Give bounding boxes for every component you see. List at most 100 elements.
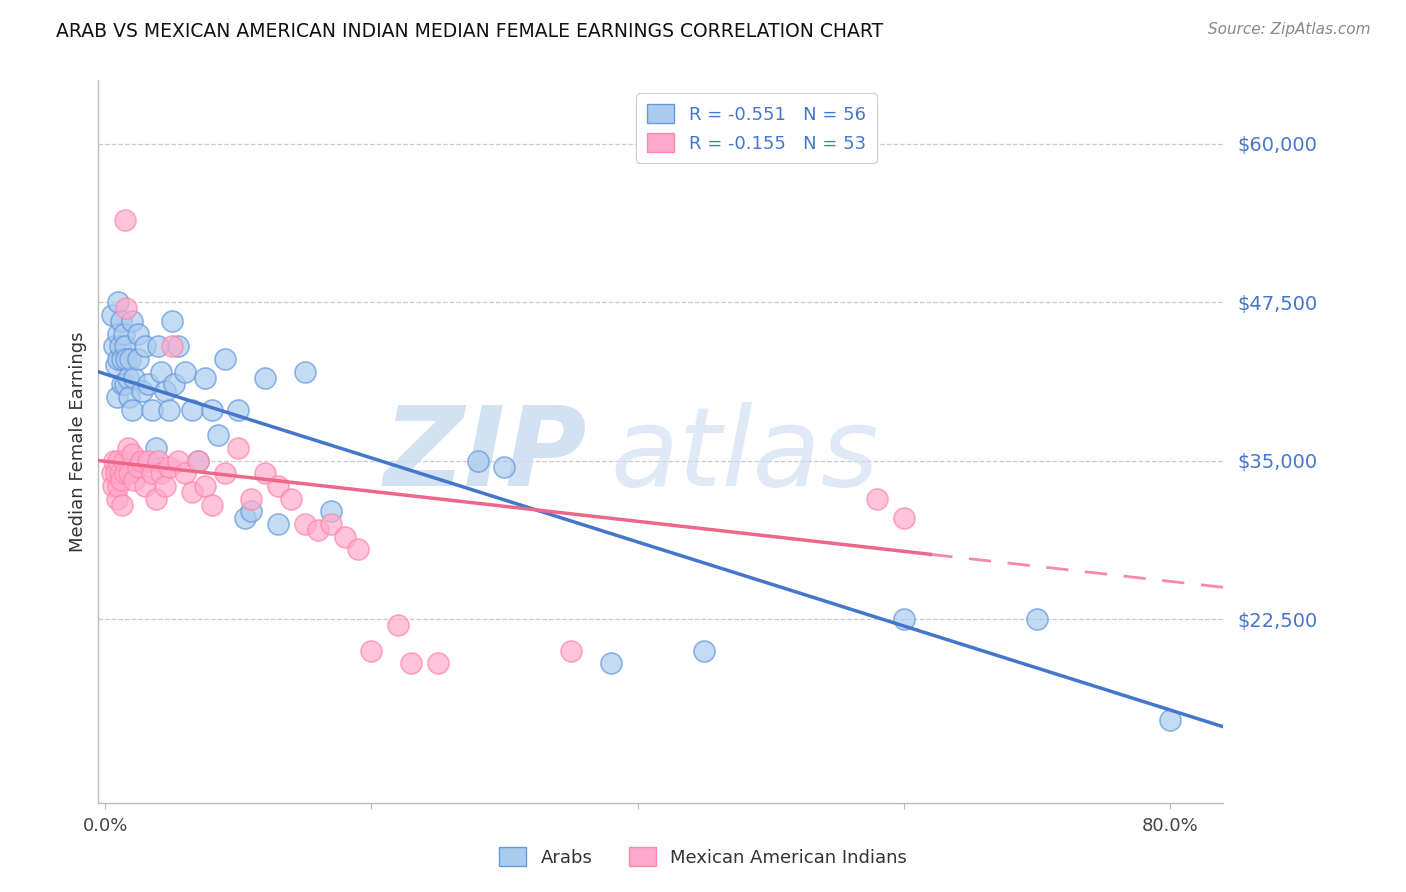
Point <box>214 352 236 367</box>
Point <box>1025 612 1047 626</box>
Point <box>207 428 229 442</box>
Point <box>167 339 190 353</box>
Point <box>253 467 276 481</box>
Point <box>307 523 329 537</box>
Point <box>321 516 343 531</box>
Point <box>149 467 172 481</box>
Point <box>117 371 139 385</box>
Point <box>321 504 343 518</box>
Point <box>187 453 209 467</box>
Point <box>267 479 290 493</box>
Point <box>111 352 134 367</box>
Point <box>136 453 159 467</box>
Point <box>141 467 163 481</box>
Text: Source: ZipAtlas.com: Source: ZipAtlas.com <box>1208 22 1371 37</box>
Point <box>124 371 146 385</box>
Point <box>103 453 125 467</box>
Point <box>148 339 170 353</box>
Point <box>148 453 170 467</box>
Point <box>108 339 131 353</box>
Point <box>114 339 136 353</box>
Point <box>117 441 139 455</box>
Point <box>100 467 122 481</box>
Point <box>103 339 125 353</box>
Point <box>134 479 156 493</box>
Point <box>115 301 138 316</box>
Point <box>157 402 180 417</box>
Point <box>174 365 197 379</box>
Point <box>114 377 136 392</box>
Point <box>494 459 516 474</box>
Point <box>115 352 138 367</box>
Point <box>136 377 159 392</box>
Legend: Arabs, Mexican American Indians: Arabs, Mexican American Indians <box>492 840 914 874</box>
Point <box>127 326 149 341</box>
Point <box>127 352 149 367</box>
Point <box>104 359 127 373</box>
Text: ARAB VS MEXICAN AMERICAN INDIAN MEDIAN FEMALE EARNINGS CORRELATION CHART: ARAB VS MEXICAN AMERICAN INDIAN MEDIAN F… <box>56 22 883 41</box>
Legend: R = -0.551   N = 56, R = -0.155   N = 53: R = -0.551 N = 56, R = -0.155 N = 53 <box>637 93 877 163</box>
Point <box>108 467 131 481</box>
Point <box>107 453 129 467</box>
Point <box>387 618 409 632</box>
Point <box>560 643 582 657</box>
Point <box>110 473 132 487</box>
Point <box>107 352 129 367</box>
Point <box>104 467 127 481</box>
Point <box>194 371 217 385</box>
Point <box>112 453 135 467</box>
Point <box>226 402 249 417</box>
Point <box>131 384 153 398</box>
Point <box>127 459 149 474</box>
Point <box>267 516 290 531</box>
Point <box>118 390 141 404</box>
Point <box>145 441 167 455</box>
Point <box>167 453 190 467</box>
Y-axis label: Median Female Earnings: Median Female Earnings <box>69 331 87 552</box>
Point <box>280 491 302 506</box>
Point <box>180 485 202 500</box>
Point <box>1159 714 1181 728</box>
Point <box>893 510 915 524</box>
Point <box>112 326 135 341</box>
Point <box>240 504 263 518</box>
Point <box>187 453 209 467</box>
Point <box>200 402 222 417</box>
Point <box>214 467 236 481</box>
Point <box>105 390 128 404</box>
Point <box>226 441 249 455</box>
Point <box>599 657 621 671</box>
Point <box>124 473 146 487</box>
Point <box>107 479 129 493</box>
Point <box>893 612 915 626</box>
Point <box>114 212 136 227</box>
Point <box>399 657 422 671</box>
Point <box>163 377 186 392</box>
Point <box>347 542 370 557</box>
Text: atlas: atlas <box>610 402 879 509</box>
Point <box>157 459 180 474</box>
Point <box>107 326 129 341</box>
Point <box>100 308 122 322</box>
Text: ZIP: ZIP <box>384 402 588 509</box>
Point <box>111 498 134 512</box>
Point <box>145 491 167 506</box>
Point <box>233 510 256 524</box>
Point <box>149 365 172 379</box>
Point <box>240 491 263 506</box>
Point <box>134 339 156 353</box>
Point <box>333 530 356 544</box>
Point <box>121 314 143 328</box>
Point <box>107 295 129 310</box>
Point <box>174 467 197 481</box>
Point <box>118 467 141 481</box>
Point <box>121 402 143 417</box>
Point <box>120 352 142 367</box>
Point <box>200 498 222 512</box>
Point <box>110 314 132 328</box>
Point <box>160 314 183 328</box>
Point <box>360 643 382 657</box>
Point <box>101 479 124 493</box>
Point <box>693 643 716 657</box>
Point <box>141 402 163 417</box>
